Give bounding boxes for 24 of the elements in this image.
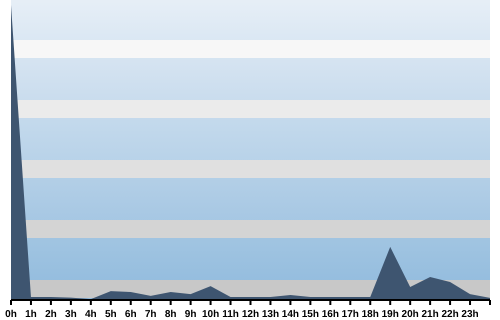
x-tick-label: 5h — [104, 309, 117, 320]
x-tick-label: 23h — [461, 309, 479, 320]
x-tick-label: 8h — [164, 309, 177, 320]
x-tick-label: 17h — [342, 309, 359, 320]
x-tick-label: 13h — [262, 309, 280, 320]
x-tick-label: 0h — [5, 309, 17, 320]
x-tick-label: 3h — [65, 309, 77, 320]
x-tick-label: 4h — [84, 309, 97, 320]
x-tick-label: 10h — [202, 309, 220, 320]
x-tick-label: 1h — [25, 309, 37, 320]
x-tick-label: 15h — [302, 309, 319, 320]
x-tick-label: 20h — [402, 309, 419, 320]
x-tick-label: 11h — [222, 309, 239, 320]
x-tick-label: 6h — [124, 309, 137, 320]
x-tick-label: 12h — [242, 309, 260, 320]
x-tick-label: 18h — [362, 309, 379, 320]
x-tick-label: 14h — [282, 309, 300, 320]
x-tick-label: 22h — [441, 309, 459, 320]
x-tick-label: 7h — [144, 309, 157, 320]
x-tick-label: 21h — [422, 309, 439, 320]
x-tick-label: 16h — [322, 309, 339, 320]
x-tick-label: 19h — [382, 309, 399, 320]
x-tick-label: 2h — [45, 309, 57, 320]
x-tick-label: 9h — [184, 309, 196, 320]
